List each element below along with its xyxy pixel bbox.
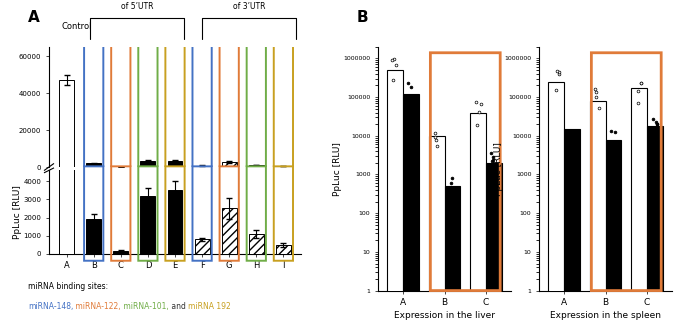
Bar [195,239,209,254]
Bar [167,161,183,167]
Bar [444,186,461,334]
Text: miRNA-101,: miRNA-101, [121,302,169,311]
Bar [470,113,486,334]
Text: miRNA-148,: miRNA-148, [28,302,74,311]
Text: miRNA binding
sites downstream
of 3’UTR: miRNA binding sites downstream of 3’UTR [215,0,284,11]
Bar [86,219,101,254]
Bar [647,126,663,334]
Bar [141,196,155,254]
Bar [141,161,155,167]
Bar [222,208,237,254]
Text: and: and [169,302,188,311]
Bar [564,129,580,334]
Bar [86,163,101,167]
Text: Control: Control [62,22,92,31]
Text: miRNA binding sites:: miRNA binding sites: [28,282,108,291]
Bar [276,166,290,167]
Text: A: A [28,10,40,25]
Bar [222,162,237,167]
Text: miRNA 192: miRNA 192 [188,302,231,311]
Bar [248,234,264,254]
Bar [428,136,444,334]
Bar [589,101,606,334]
Bar [195,166,209,167]
Bar [60,80,74,167]
Bar [167,190,183,254]
Text: B: B [357,10,369,25]
Bar [113,251,128,254]
X-axis label: Expression in the spleen: Expression in the spleen [550,311,661,320]
Bar [60,0,74,254]
Bar [248,165,264,167]
Text: miRNA binding
sites upstream
of 5’UTR: miRNA binding sites upstream of 5’UTR [108,0,166,11]
Bar [387,70,403,334]
Y-axis label: PpLuc [RLU]: PpLuc [RLU] [13,185,22,239]
Y-axis label: PpLuc [RLU]: PpLuc [RLU] [332,142,342,196]
X-axis label: Expression in the liver: Expression in the liver [394,311,495,320]
Bar [486,163,502,334]
Bar [403,94,419,334]
Bar [548,82,564,334]
Bar [631,88,647,334]
Bar [606,140,622,334]
Text: miRNA-122,: miRNA-122, [74,302,121,311]
Y-axis label: PpLuc [RLU]: PpLuc [RLU] [494,142,503,196]
Bar [276,245,290,254]
